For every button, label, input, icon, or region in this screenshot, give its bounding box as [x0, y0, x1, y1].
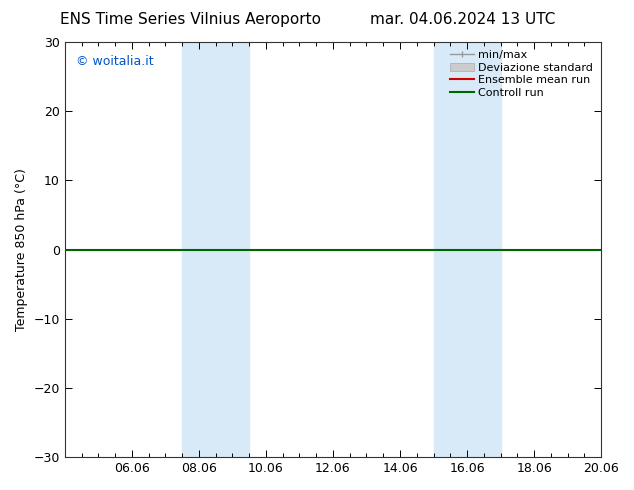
Bar	[434, 42, 501, 457]
Bar	[182, 42, 249, 457]
Text: © woitalia.it: © woitalia.it	[75, 54, 153, 68]
Legend: min/max, Deviazione standard, Ensemble mean run, Controll run: min/max, Deviazione standard, Ensemble m…	[448, 48, 595, 100]
Y-axis label: Temperature 850 hPa (°C): Temperature 850 hPa (°C)	[15, 168, 28, 331]
Text: ENS Time Series Vilnius Aeroporto: ENS Time Series Vilnius Aeroporto	[60, 12, 321, 27]
Text: mar. 04.06.2024 13 UTC: mar. 04.06.2024 13 UTC	[370, 12, 555, 27]
